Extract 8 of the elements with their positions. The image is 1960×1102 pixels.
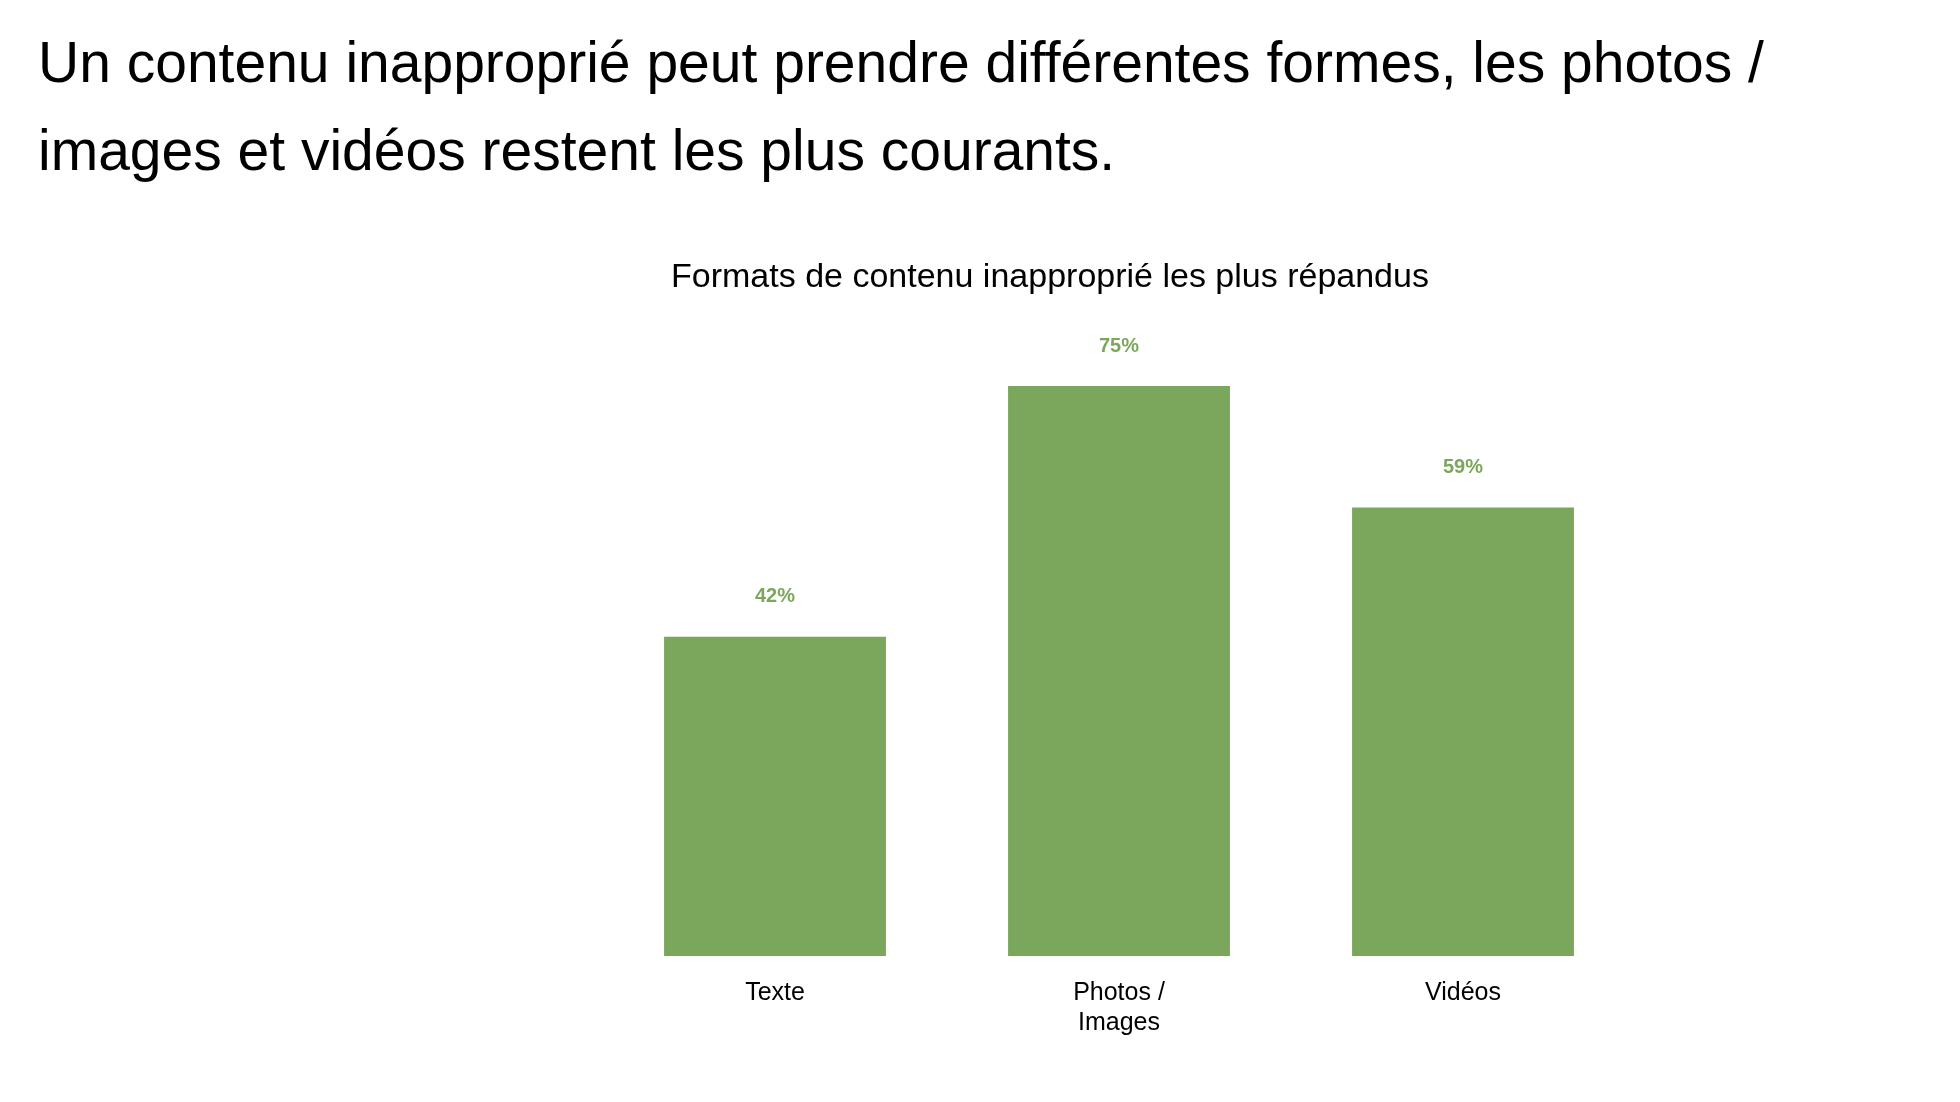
data-label: 75% xyxy=(1098,333,1140,356)
chart-subtitle: Formats de contenu inapproprié les plus répandus xyxy=(670,256,1430,295)
data-label: 59% xyxy=(1442,455,1484,478)
data-label: 42% xyxy=(754,584,796,607)
x-tick-label: Texte xyxy=(745,976,805,1005)
x-tick-label: Photos / Images xyxy=(1073,976,1165,1035)
chart-title: Un contenu inapproprié peut prendre différentes formes, les photos / images et vidéos restent les plus courants. xyxy=(38,29,1765,184)
x-tick-label: Vidéos xyxy=(1425,976,1501,1005)
